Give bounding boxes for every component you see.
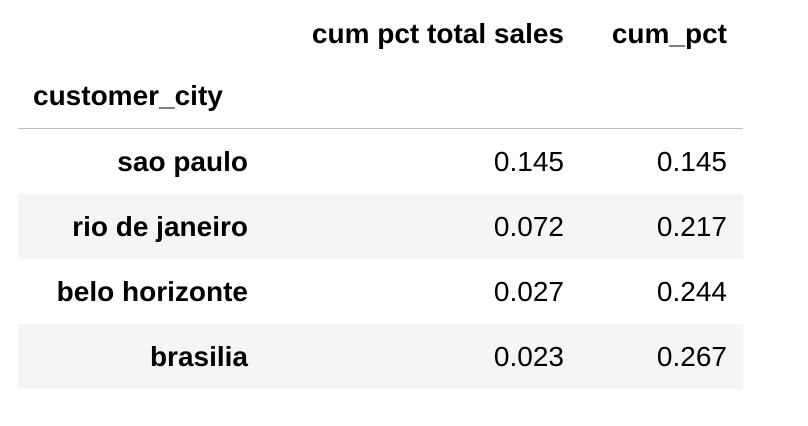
cum-pct-total-sales-cell: 0.023: [493, 340, 564, 372]
index-header-row: customer_city: [18, 64, 743, 129]
column-header-cum-pct: cum_pct: [611, 18, 727, 49]
dataframe-table: cum pct total sales cum_pct customer_cit…: [18, 0, 743, 389]
row-index-label: sao paulo: [117, 145, 248, 177]
table-row: sao paulo 0.145 0.145: [18, 129, 743, 194]
index-header: customer_city: [33, 80, 223, 111]
column-header-row: cum pct total sales cum_pct: [18, 0, 743, 64]
table-row: brasilia 0.023 0.267: [18, 324, 743, 389]
cum-pct-total-sales-cell: 0.072: [493, 210, 564, 242]
row-index-label: rio de janeiro: [72, 210, 248, 242]
cum-pct-cell: 0.145: [656, 145, 727, 177]
cum-pct-total-sales-cell: 0.145: [493, 145, 564, 177]
cum-pct-cell: 0.267: [656, 340, 727, 372]
row-index-label: brasilia: [149, 340, 248, 372]
cum-pct-total-sales-cell: 0.027: [493, 275, 564, 307]
row-index-label: belo horizonte: [56, 275, 248, 307]
cum-pct-cell: 0.217: [656, 210, 727, 242]
table-row: rio de janeiro 0.072 0.217: [18, 194, 743, 259]
cum-pct-cell: 0.244: [656, 275, 727, 307]
column-header-cum-pct-total-sales: cum pct total sales: [311, 18, 564, 49]
table-row: belo horizonte 0.027 0.244: [18, 259, 743, 324]
